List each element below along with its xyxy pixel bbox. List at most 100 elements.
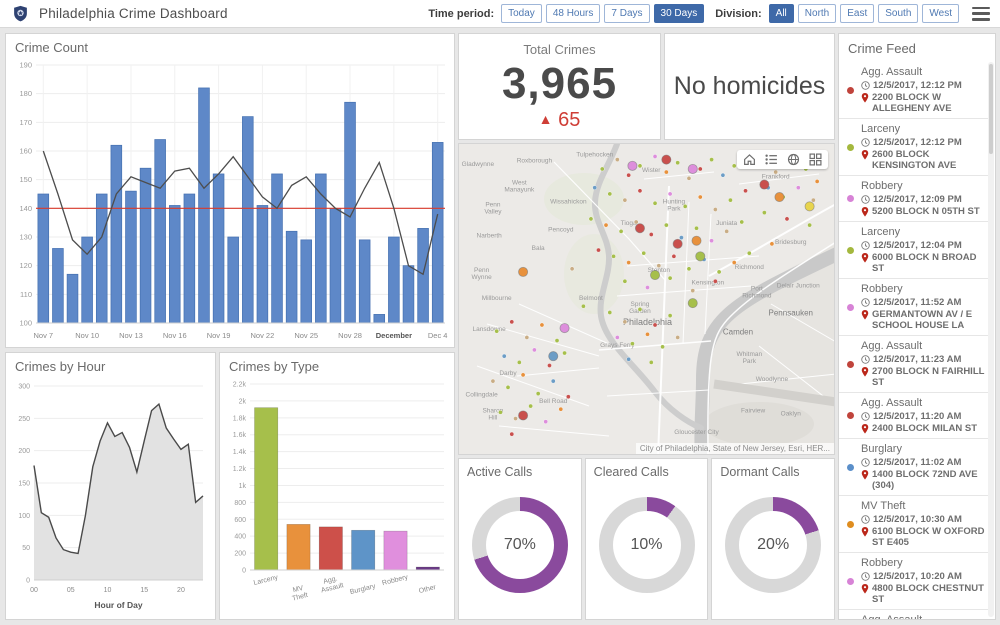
crime-point[interactable]: [648, 360, 654, 365]
crime-point[interactable]: [622, 197, 628, 203]
crime-point[interactable]: [720, 172, 726, 178]
feed-item[interactable]: Robbery 12/5/2017, 12:09 PM 5200 BLOCK N …: [839, 176, 988, 222]
crime-point[interactable]: [652, 154, 658, 159]
type-bar-mv-theft[interactable]: [286, 524, 311, 571]
crime-point[interactable]: [505, 385, 511, 390]
crime-count-bar[interactable]: [139, 167, 152, 324]
crime-count-bar[interactable]: [358, 239, 371, 324]
crime-point[interactable]: [645, 285, 650, 290]
crime-point-large[interactable]: [661, 154, 672, 165]
overview-icon[interactable]: [809, 153, 822, 166]
crime-point[interactable]: [667, 275, 673, 281]
crime-point[interactable]: [614, 335, 620, 340]
crime-point[interactable]: [494, 328, 500, 334]
crime-count-bar[interactable]: [95, 193, 108, 324]
type-bar-burglary[interactable]: [351, 529, 376, 571]
crime-point[interactable]: [520, 372, 526, 378]
crime-count-bar[interactable]: [388, 236, 400, 324]
crime-count-bar[interactable]: [315, 173, 327, 324]
crime-point[interactable]: [622, 278, 628, 284]
crime-point[interactable]: [581, 303, 586, 309]
feed-item[interactable]: Agg. Assault 12/5/2017, 12:12 PM 2200 BLO…: [839, 62, 988, 119]
crime-point[interactable]: [641, 250, 647, 256]
type-bar-agg-assault[interactable]: [318, 526, 343, 571]
crime-count-bar[interactable]: [417, 228, 429, 324]
crime-point[interactable]: [690, 288, 696, 293]
crime-point[interactable]: [599, 166, 605, 172]
time-period-button-48-hours[interactable]: 48 Hours: [545, 4, 601, 23]
division-button-all[interactable]: All: [768, 4, 794, 23]
crime-point[interactable]: [784, 216, 790, 222]
legend-icon[interactable]: [765, 153, 778, 166]
map-panel[interactable]: Gladwynne Roxborough Tulpehocken Wister West…: [458, 143, 835, 455]
crime-point[interactable]: [660, 344, 665, 350]
crime-point[interactable]: [648, 232, 654, 237]
crime-point[interactable]: [656, 263, 662, 269]
crime-count-bar[interactable]: [198, 87, 210, 324]
crime-point-large[interactable]: [672, 238, 683, 249]
crime-point[interactable]: [664, 169, 669, 175]
crime-point[interactable]: [543, 419, 549, 425]
feed-item[interactable]: Larceny 12/5/2017, 12:04 PM 6000 BLOCK N …: [839, 222, 988, 279]
crime-point[interactable]: [509, 431, 515, 437]
crime-point[interactable]: [596, 247, 601, 253]
crime-count-bar[interactable]: [373, 314, 386, 324]
crime-point-large[interactable]: [774, 192, 785, 203]
basemap-icon[interactable]: [787, 153, 800, 166]
feed-item[interactable]: Robbery 12/5/2017, 11:52 AM GERMANTOWN AV…: [839, 279, 988, 336]
crime-point[interactable]: [667, 191, 673, 197]
hamburger-menu-icon[interactable]: [972, 6, 990, 21]
time-period-button-today[interactable]: Today: [501, 4, 542, 23]
division-button-north[interactable]: North: [797, 4, 837, 23]
crime-point[interactable]: [652, 200, 658, 206]
crime-point[interactable]: [697, 194, 703, 200]
crime-point[interactable]: [731, 163, 737, 169]
crime-point[interactable]: [607, 310, 613, 315]
type-bar-robbery[interactable]: [383, 530, 408, 571]
crime-point[interactable]: [607, 191, 613, 197]
crime-count-bar[interactable]: [110, 144, 123, 324]
crime-point[interactable]: [686, 175, 692, 181]
crime-point[interactable]: [713, 278, 718, 284]
crime-count-bar[interactable]: [285, 230, 298, 324]
crime-point[interactable]: [516, 360, 522, 365]
feed-item[interactable]: Agg. Assault 12/5/2017, 11:20 AM 2400 BLO…: [839, 393, 988, 439]
crime-point[interactable]: [728, 197, 733, 203]
crime-point[interactable]: [807, 222, 812, 228]
crime-point[interactable]: [637, 307, 643, 312]
crime-point[interactable]: [626, 356, 631, 362]
crime-count-bar[interactable]: [125, 190, 137, 324]
feed-item[interactable]: Larceny 12/5/2017, 12:12 PM 2600 BLOCK KE…: [839, 119, 988, 176]
crime-point[interactable]: [814, 179, 820, 184]
crime-count-bar[interactable]: [271, 173, 283, 324]
crime-point[interactable]: [724, 229, 730, 234]
basemap[interactable]: Gladwynne Roxborough Tulpehocken Wister West…: [459, 144, 835, 455]
crime-count-bar[interactable]: [212, 173, 225, 324]
crime-point[interactable]: [558, 406, 564, 412]
division-button-west[interactable]: West: [922, 4, 959, 23]
crime-point[interactable]: [554, 338, 560, 343]
crime-point[interactable]: [569, 266, 575, 272]
crime-point-large[interactable]: [634, 223, 645, 234]
feed-scrollbar[interactable]: [988, 62, 994, 617]
feed-item[interactable]: MV Theft 12/5/2017, 10:30 AM 6100 BLOCK W…: [839, 496, 988, 553]
crime-point-large[interactable]: [650, 270, 661, 281]
crime-count-bar[interactable]: [52, 248, 64, 324]
feed-item[interactable]: Agg. Assault 12/5/2017, 11:23 AM 2700 BLO…: [839, 336, 988, 393]
crime-point-large[interactable]: [627, 160, 638, 171]
crime-point-large[interactable]: [687, 298, 698, 309]
crime-point[interactable]: [637, 163, 643, 169]
feed-item[interactable]: Robbery 12/5/2017, 10:20 AM 4800 BLOCK CH…: [839, 553, 988, 610]
division-button-south[interactable]: South: [878, 4, 919, 23]
crime-point[interactable]: [592, 185, 598, 191]
crime-point[interactable]: [509, 319, 515, 325]
crime-point-large[interactable]: [695, 251, 706, 262]
crime-point[interactable]: [671, 253, 677, 259]
crime-count-bar[interactable]: [227, 236, 239, 324]
crime-point[interactable]: [667, 313, 673, 318]
crime-point[interactable]: [550, 378, 556, 384]
crime-point[interactable]: [795, 185, 801, 191]
crime-count-bar[interactable]: [66, 273, 79, 324]
crime-point[interactable]: [739, 219, 745, 225]
